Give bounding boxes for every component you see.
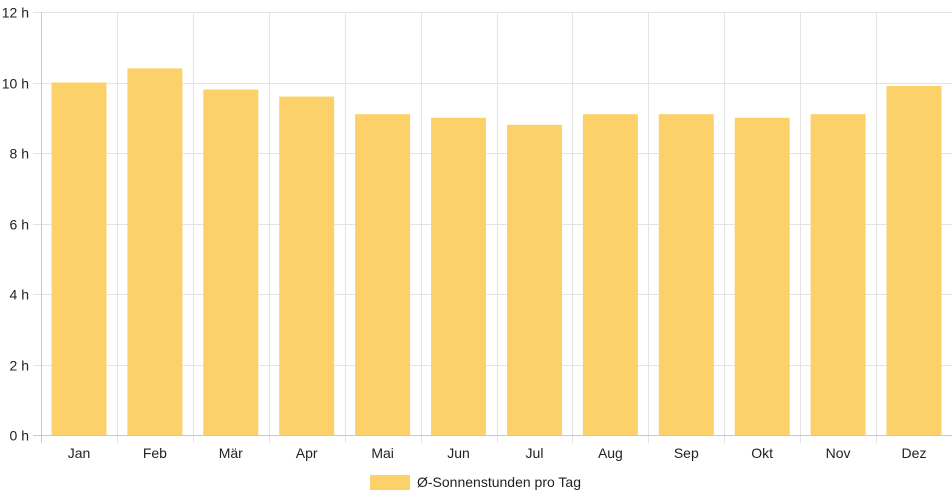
bar-jun[interactable] — [431, 117, 486, 436]
bar-apr[interactable] — [279, 96, 335, 435]
y-tick-label: 2 h — [10, 358, 29, 374]
legend[interactable]: Ø-Sonnenstunden pro Tag — [370, 474, 581, 490]
bar-mär[interactable] — [203, 89, 259, 436]
y-tick-label: 0 h — [10, 428, 29, 444]
x-tick-label: Okt — [751, 445, 773, 461]
x-tick-label: Aug — [598, 445, 623, 461]
x-tick-label: Jan — [68, 445, 91, 461]
bar-jul[interactable] — [507, 124, 562, 436]
x-tick-label: Dez — [902, 445, 927, 461]
y-tick-label: 4 h — [10, 287, 29, 303]
x-tick-label: Jun — [447, 445, 470, 461]
bar-feb[interactable] — [127, 68, 183, 436]
y-tick-label: 6 h — [10, 217, 29, 233]
x-tick-label: Nov — [826, 445, 851, 461]
x-tick-label: Sep — [674, 445, 699, 461]
bar-jan[interactable] — [51, 82, 107, 436]
bar-aug[interactable] — [582, 114, 638, 435]
bar-dez[interactable] — [886, 86, 942, 435]
bar-sep[interactable] — [658, 114, 714, 435]
x-tick-labels: Jan Feb Mär Apr Mai Jun Jul Aug Sep Okt Nov Dez — [68, 445, 927, 461]
x-tick-label: Jul — [526, 445, 544, 461]
legend-label[interactable]: Ø-Sonnenstunden pro Tag — [417, 474, 581, 490]
bar-nov[interactable] — [810, 114, 866, 435]
bars-layer — [51, 68, 942, 436]
y-tick-label: 8 h — [10, 146, 29, 162]
x-tick-label: Mai — [371, 445, 394, 461]
y-tick-label: 12 h — [2, 5, 29, 21]
bar-okt[interactable] — [734, 117, 790, 436]
y-tick-labels: 0 h 2 h 4 h 6 h 8 h 10 h 12 h — [2, 5, 29, 444]
y-tick-label: 10 h — [2, 76, 29, 92]
axis-layer — [33, 12, 952, 443]
x-tick-label: Apr — [296, 445, 318, 461]
grid-layer — [33, 12, 952, 443]
legend-swatch[interactable] — [370, 475, 410, 490]
x-tick-label: Mär — [219, 445, 243, 461]
x-tick-label: Feb — [143, 445, 167, 461]
bar-mai[interactable] — [355, 114, 411, 435]
